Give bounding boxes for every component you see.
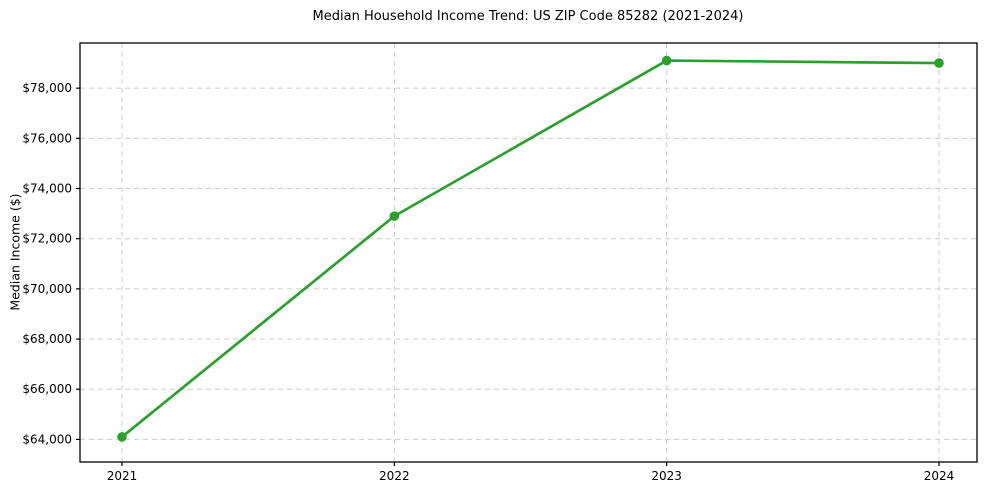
data-point-marker xyxy=(389,211,400,221)
y-tick-label: $74,000 xyxy=(22,182,72,196)
data-point-marker xyxy=(661,55,672,66)
chart-title: Median Household Income Trend: US ZIP Co… xyxy=(312,9,744,24)
y-tick-label: $78,000 xyxy=(22,81,72,95)
data-point-marker xyxy=(934,58,944,68)
y-tick-label: $76,000 xyxy=(22,131,72,145)
y-tick-label: $66,000 xyxy=(22,382,72,396)
plot-border xyxy=(79,42,978,463)
x-tick-label: 2021 xyxy=(107,469,138,483)
y-tick-label: $70,000 xyxy=(22,282,72,296)
x-tick-label: 2024 xyxy=(924,469,955,483)
y-tick-label: $72,000 xyxy=(22,232,72,246)
y-tick-label: $68,000 xyxy=(22,332,72,346)
x-tick-label: 2022 xyxy=(379,469,410,483)
y-tick-label: $64,000 xyxy=(22,432,72,446)
trend-line xyxy=(120,59,941,439)
data-point-marker xyxy=(117,432,127,442)
x-tick-label: 2023 xyxy=(651,469,682,483)
